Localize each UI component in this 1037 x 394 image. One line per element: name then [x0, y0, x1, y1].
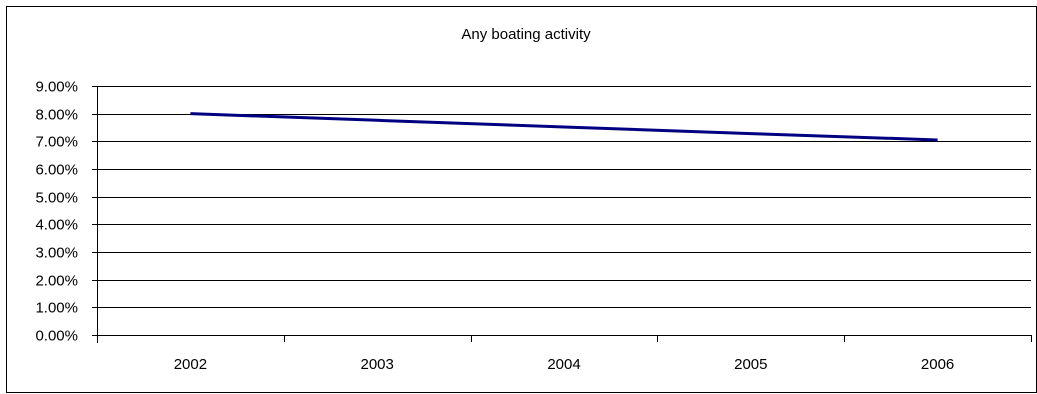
- x-axis-tick-labels: 2002 2003 2004 2005 2006: [174, 356, 955, 373]
- y-tick-label: 9.00%: [35, 79, 78, 96]
- axes: [92, 86, 1032, 343]
- series-layer: [190, 112, 938, 142]
- chart-border: [6, 6, 1037, 393]
- gridlines: [97, 86, 1031, 308]
- y-tick-label: 8.00%: [35, 107, 78, 124]
- y-tick-label: 1.00%: [35, 300, 78, 317]
- y-tick-label: 6.00%: [35, 162, 78, 179]
- y-tick-label: 2.00%: [35, 273, 78, 290]
- y-axis-tick-labels: 0.00% 1.00% 2.00% 3.00% 4.00% 5.00% 6.00% 7.00%…: [35, 79, 78, 345]
- x-tick-label: 2002: [174, 356, 207, 373]
- series-line: [190, 112, 938, 142]
- y-tick-label: 4.00%: [35, 217, 78, 234]
- x-tick-label: 2003: [361, 356, 394, 373]
- y-tick-label: 3.00%: [35, 245, 78, 262]
- y-tick-label: 5.00%: [35, 190, 78, 207]
- y-tick-label: 0.00%: [35, 328, 78, 345]
- chart-title: Any boating activity: [461, 26, 591, 43]
- y-tick-label: 7.00%: [35, 134, 78, 151]
- x-tick-label: 2005: [734, 356, 767, 373]
- x-tick-label: 2004: [547, 356, 580, 373]
- x-tick-label: 2006: [921, 356, 954, 373]
